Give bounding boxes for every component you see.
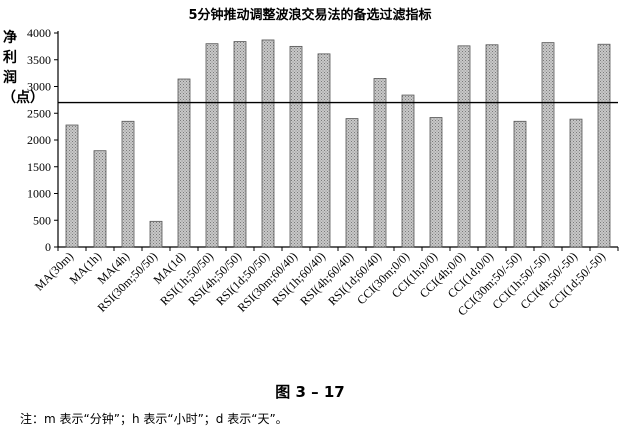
bar-chart: 0 500 1000 1500 2000 2500 3000 3500 4000 MA(30m)…: [27, 26, 619, 319]
bar-15: [485, 44, 499, 248]
y-tick-label-500: 500: [33, 213, 51, 227]
bar-19: [597, 43, 611, 248]
y-tick-label-2000: 2000: [27, 133, 51, 147]
bar-18: [569, 118, 583, 248]
bar-6: [233, 41, 247, 248]
bar-16: [513, 120, 527, 248]
bar-1: [93, 150, 107, 248]
y-tick-label-3000: 3000: [27, 80, 51, 94]
bar-14: [457, 45, 471, 248]
figure-label: 图 3 – 17: [275, 383, 345, 401]
bar-4: [177, 78, 191, 248]
bar-7: [261, 39, 275, 248]
y-tick-label-0: 0: [45, 240, 51, 254]
bar-5: [205, 43, 219, 248]
bar-13: [429, 117, 443, 248]
y-tick-label-4000: 4000: [27, 26, 51, 40]
bar-17: [541, 42, 555, 248]
bar-11: [373, 78, 387, 248]
y-axis-label-text: 净利润（点）: [2, 30, 44, 106]
bar-3: [149, 220, 163, 248]
bar-12: [401, 94, 415, 248]
bar-0: [65, 124, 79, 248]
bar-9: [317, 53, 331, 248]
chart-title: 5分钟推动调整波浪交易法的备选过滤指标: [188, 8, 432, 23]
figure-note: 注：m 表示“分钟”；h 表示“小时”；d 表示“天”。: [20, 412, 288, 426]
y-tick-label-2500: 2500: [27, 106, 51, 120]
bar-10: [345, 118, 359, 248]
bar-2: [121, 120, 135, 248]
y-tick-label-1500: 1500: [27, 160, 51, 174]
y-tick-label-1000: 1000: [27, 187, 51, 201]
y-axis-label: 净利润（点）: [2, 28, 44, 108]
x-tick-label-0: MA(30m): [32, 249, 76, 293]
bar-8: [289, 45, 303, 248]
y-tick-label-3500: 3500: [27, 53, 51, 67]
